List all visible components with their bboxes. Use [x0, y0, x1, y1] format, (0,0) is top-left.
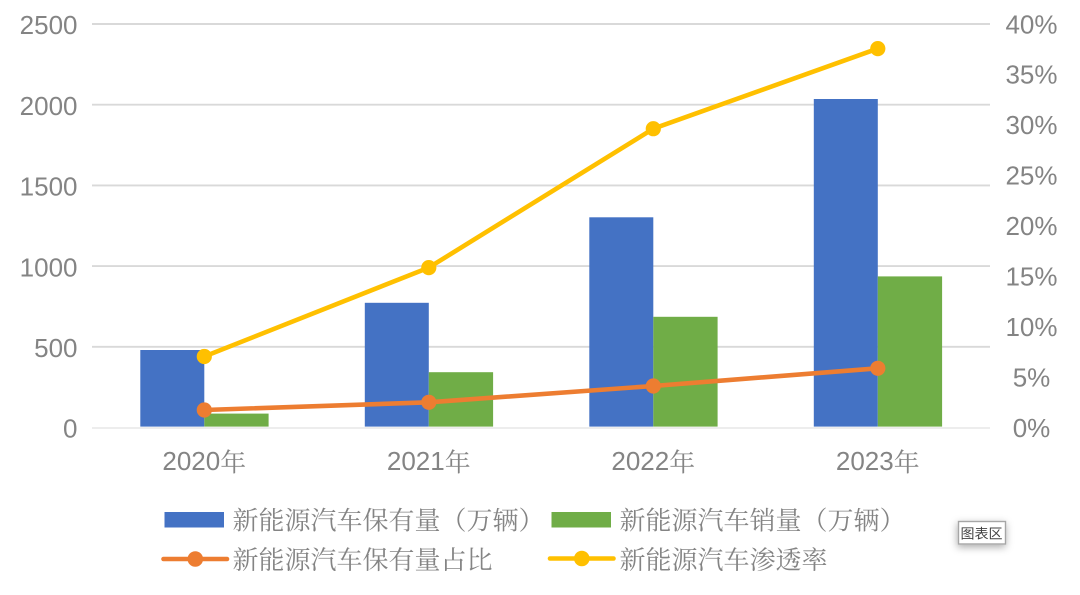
svg-text:2020: 2020: [162, 446, 220, 476]
svg-text:15%: 15%: [1005, 262, 1057, 292]
svg-text:35%: 35%: [1005, 60, 1057, 90]
svg-text:0%: 0%: [1013, 413, 1051, 443]
svg-text:5%: 5%: [1013, 362, 1051, 392]
svg-text:2023: 2023: [836, 446, 894, 476]
svg-text:40%: 40%: [1005, 9, 1057, 39]
svg-text:10%: 10%: [1005, 312, 1057, 342]
svg-text:1000: 1000: [20, 252, 78, 282]
svg-text:2500: 2500: [20, 10, 78, 40]
svg-text:25%: 25%: [1005, 161, 1057, 191]
svg-text:2022: 2022: [611, 446, 669, 476]
svg-text:500: 500: [34, 333, 77, 363]
svg-text:1500: 1500: [20, 172, 78, 202]
svg-text:20%: 20%: [1005, 211, 1057, 241]
svg-text:2000: 2000: [20, 91, 78, 121]
svg-text:0: 0: [63, 414, 77, 444]
svg-text:30%: 30%: [1005, 110, 1057, 140]
svg-text:2021: 2021: [387, 446, 445, 476]
